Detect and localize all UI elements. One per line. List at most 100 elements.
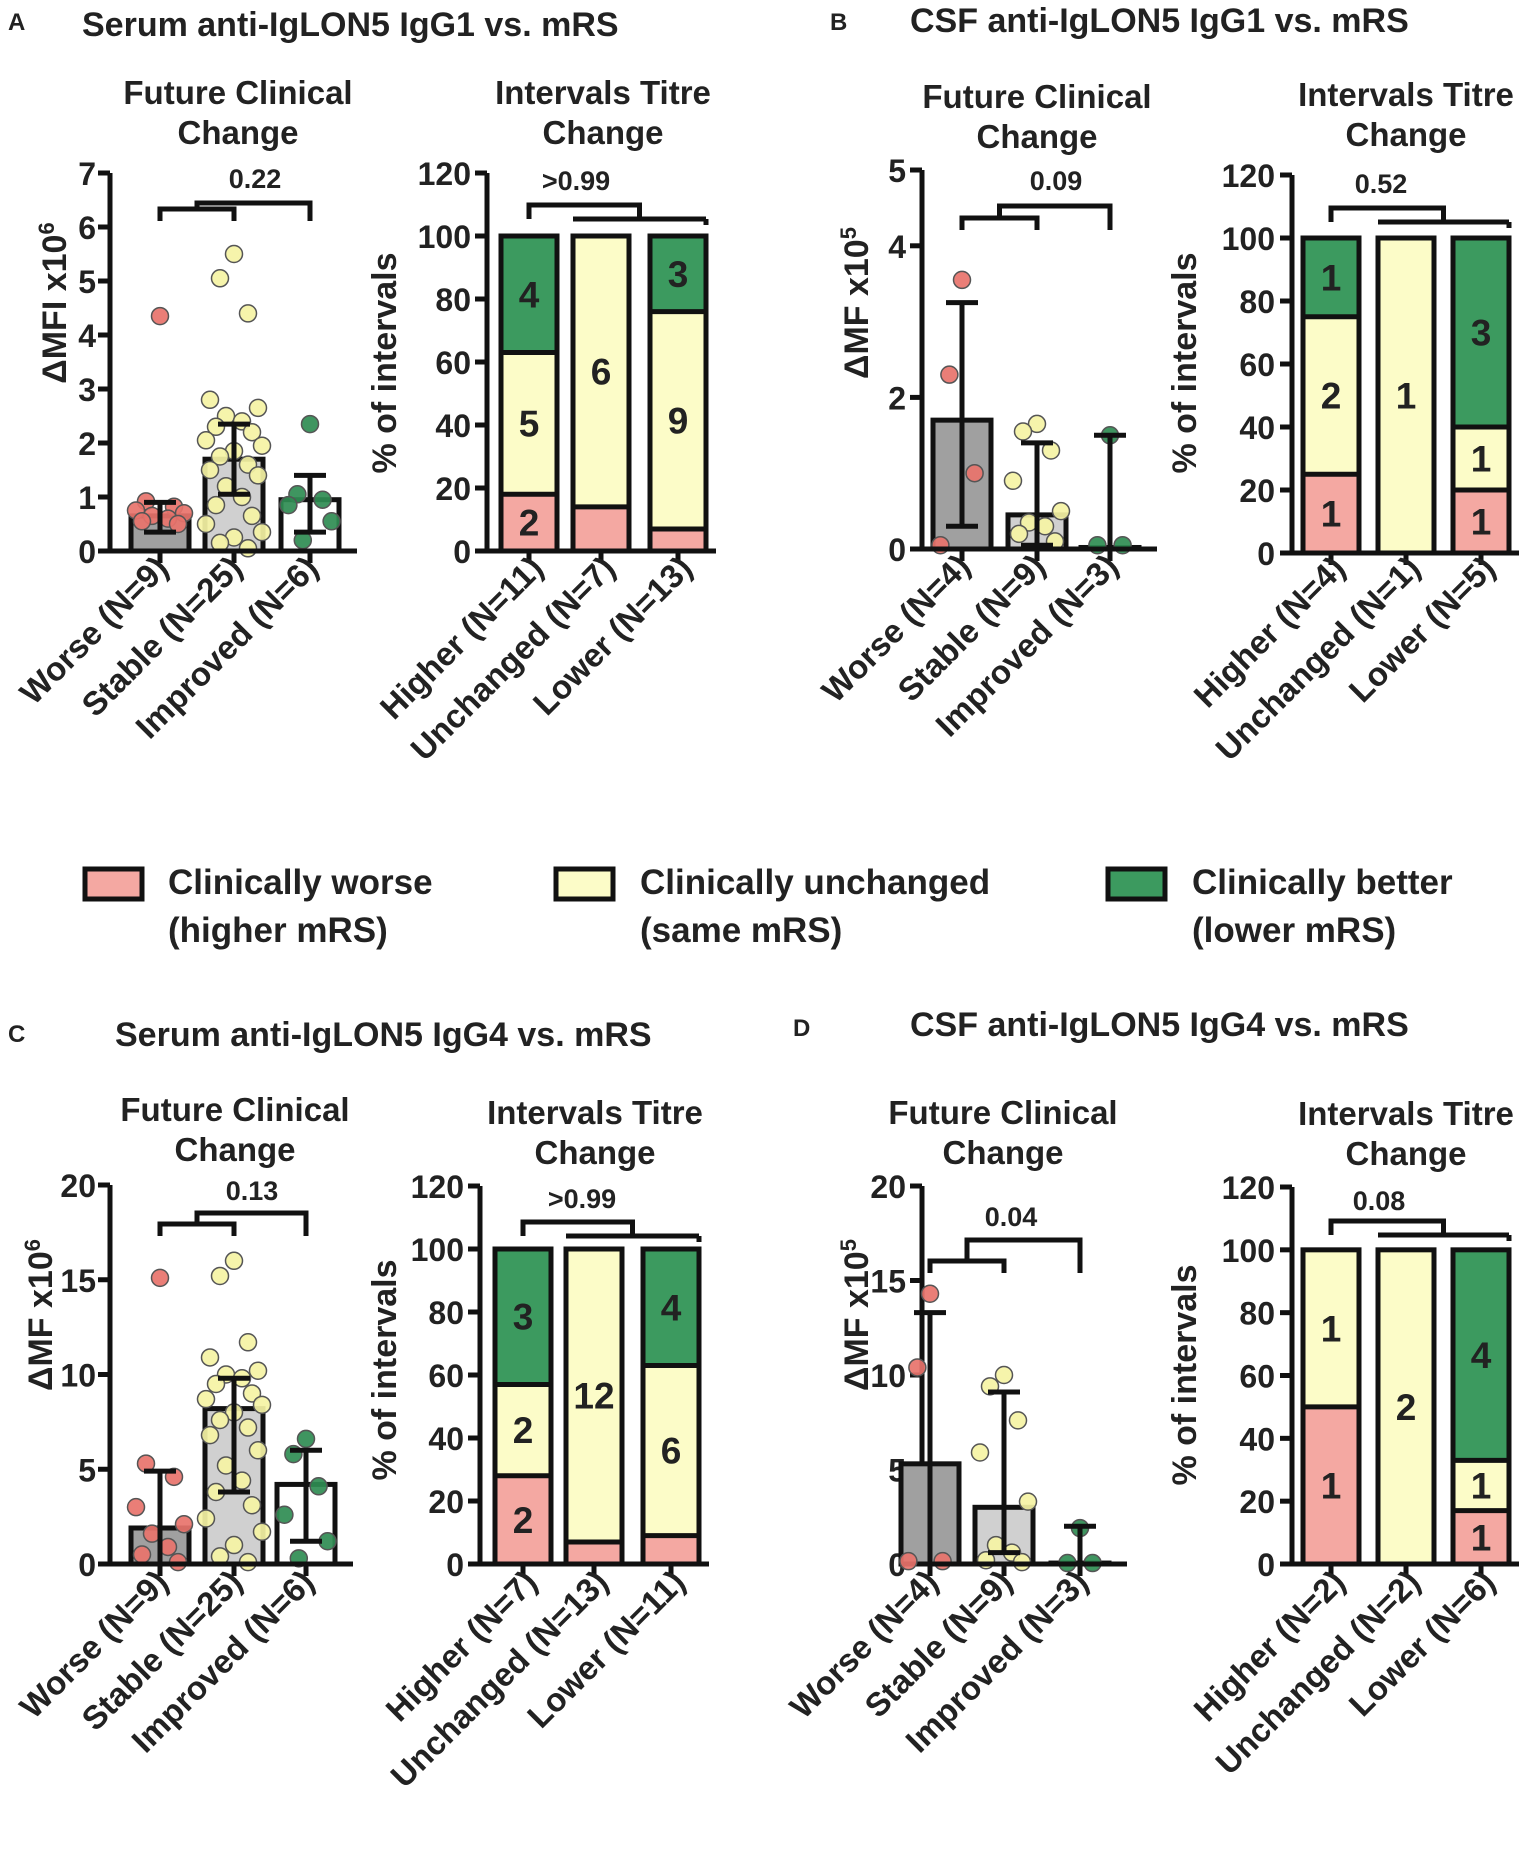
data-point (238, 1333, 258, 1352)
data-point (132, 1545, 152, 1564)
stacked-bar-segment (1303, 316, 1359, 475)
subplot-title-line2: Change (534, 1134, 655, 1171)
data-point (1009, 524, 1029, 544)
data-point (200, 460, 220, 480)
data-point (200, 1425, 220, 1445)
data-point (248, 398, 268, 418)
data-point (908, 1358, 927, 1377)
y-tick-label: 100 (418, 219, 471, 255)
y-tick-label: 40 (1239, 1421, 1275, 1457)
data-point (242, 1496, 262, 1515)
data-point (210, 1266, 230, 1286)
subplot-title-line1: Future Clinical (888, 1094, 1117, 1131)
subplot-title-line2: Change (542, 114, 663, 151)
panel-title-a: Serum anti-IgLON5 IgG1 vs. mRS (82, 6, 619, 44)
y-axis-label: ΔMFI x106 (34, 222, 75, 383)
y-tick-label: 20 (428, 1484, 464, 1520)
data-point (200, 390, 220, 410)
segment-count-label: 6 (661, 1431, 682, 1472)
significance-bracket-outer (964, 1237, 1083, 1273)
y-tick-label: 7 (78, 156, 96, 192)
stacked-bar-segment (501, 494, 557, 551)
data-point (126, 1497, 146, 1517)
y-tick-label: 80 (428, 1295, 464, 1331)
data-point (238, 1418, 258, 1437)
y-tick-label: 20 (60, 1168, 96, 1204)
y-axis-label: ΔMF x106 (20, 1239, 61, 1391)
data-point (224, 1535, 244, 1555)
subplot-title-line1: Intervals Titre (487, 1094, 703, 1131)
significance-bracket-inner (927, 1258, 1007, 1273)
segment-count-label: 2 (513, 1500, 534, 1541)
y-tick-label: 60 (1239, 1359, 1275, 1395)
stacked-bar-segment (1453, 238, 1509, 427)
y-tick-label: 5 (78, 1452, 96, 1488)
y-tick-label: 3 (78, 372, 96, 408)
segment-count-label: 3 (668, 254, 689, 295)
stacked-bar-segment (643, 1249, 699, 1366)
data-point (238, 304, 258, 323)
subplot-title-line2: Change (1345, 1135, 1466, 1172)
stacked-bar-segment (650, 528, 706, 551)
data-point (1013, 422, 1033, 441)
y-tick-label: 2 (78, 426, 96, 462)
data-point (252, 436, 272, 455)
data-point (296, 1429, 316, 1449)
y-tick-label: 40 (1239, 410, 1275, 446)
stacked-bar-segment (1303, 474, 1359, 553)
y-tick-label: 0 (446, 1547, 464, 1583)
data-point (150, 1268, 170, 1288)
y-tick-label: 10 (870, 1358, 906, 1394)
subplot-title-line2: Change (1345, 116, 1466, 153)
y-axis-label: ΔMF x105 (836, 1239, 877, 1391)
y-tick-label: 10 (60, 1358, 96, 1394)
panel-letter-a: A (8, 9, 25, 36)
segment-count-label: 1 (1471, 1517, 1492, 1558)
y-tick-label: 5 (78, 264, 96, 300)
y-tick-label: 120 (411, 1169, 464, 1205)
data-point (252, 1522, 272, 1542)
segment-count-label: 4 (661, 1287, 682, 1328)
data-point (1051, 501, 1071, 521)
data-point (300, 414, 320, 434)
data-point (196, 1509, 216, 1528)
subplot-title-line1: Intervals Titre (1298, 76, 1514, 113)
stacked-bar-segment (1453, 427, 1509, 490)
segment-count-label: 1 (1321, 257, 1342, 298)
data-point (994, 1365, 1014, 1385)
data-point (210, 447, 230, 466)
p-value-label: 0.52 (1355, 169, 1408, 199)
y-axis-label-exponent: 5 (836, 1239, 861, 1251)
y-tick-label: 0 (1257, 1547, 1275, 1583)
segment-count-label: 12 (573, 1375, 614, 1416)
segment-count-label: 1 (1321, 494, 1342, 535)
subplot-title-line1: Future Clinical (123, 74, 352, 111)
legend-label-unchanged-line2: (same mRS) (640, 911, 842, 950)
y-axis-label: ΔMF x105 (836, 227, 877, 379)
segment-count-label: 1 (1471, 1465, 1492, 1506)
data-point (1018, 1492, 1038, 1511)
data-point (224, 1251, 244, 1271)
p-value-label: 0.22 (229, 164, 282, 194)
segment-count-label: 5 (519, 403, 540, 444)
data-point (309, 1477, 328, 1496)
y-tick-label: 15 (870, 1264, 906, 1300)
y-axis-label: % of intervals (1166, 1264, 1204, 1485)
p-value-label: 0.09 (1030, 166, 1083, 196)
y-tick-label: 80 (1239, 1296, 1275, 1332)
y-tick-label: 120 (418, 156, 471, 192)
stacked-bar-segment (1453, 1510, 1509, 1564)
data-point (242, 506, 262, 526)
y-tick-label: 80 (1239, 284, 1275, 320)
y-tick-label: 60 (435, 345, 471, 381)
segment-count-label: 1 (1471, 439, 1492, 480)
y-tick-label: 20 (1239, 473, 1275, 509)
segment-count-label: 2 (1396, 1387, 1417, 1428)
y-tick-label: 20 (870, 1169, 906, 1205)
stacked-bar-segment (1453, 1460, 1509, 1511)
data-point (224, 244, 244, 264)
